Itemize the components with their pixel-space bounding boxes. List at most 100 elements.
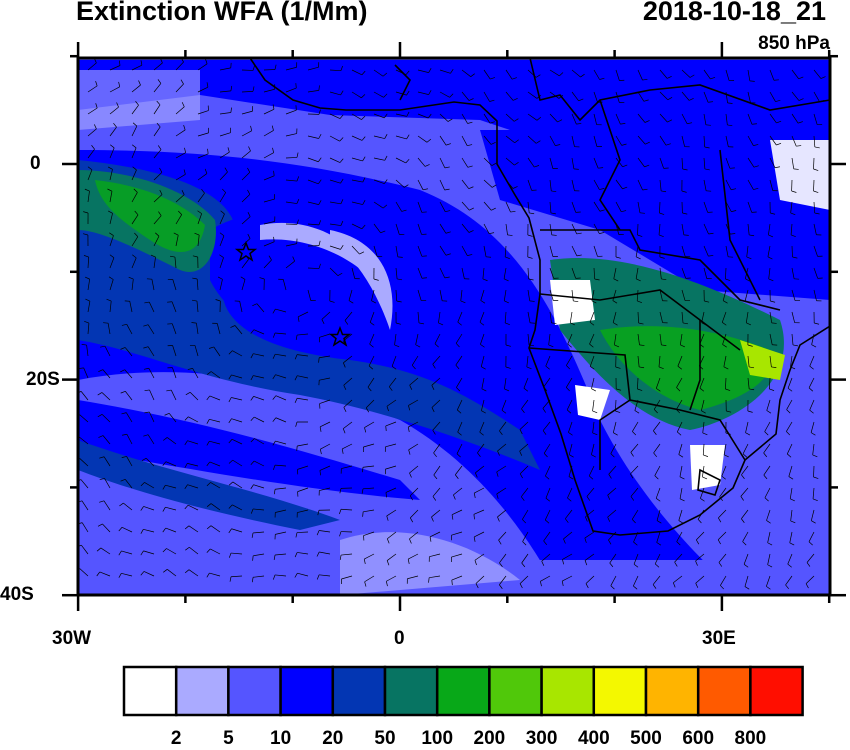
wind-barb <box>659 267 662 279</box>
wind-barb <box>166 437 177 445</box>
wind-barb <box>741 509 749 519</box>
wind-barb <box>571 267 577 279</box>
wind-barb <box>351 69 363 76</box>
wind-barb-flag <box>434 343 439 348</box>
wind-barb-flag <box>555 144 561 146</box>
wind-barb <box>341 575 353 580</box>
wind-barb-flag <box>489 121 495 124</box>
wind-barb <box>527 91 538 99</box>
wind-barb-flag <box>786 409 791 414</box>
wind-barb <box>109 169 113 181</box>
wind-barb <box>593 113 597 125</box>
colorbar-label: 400 <box>577 728 610 749</box>
wind-barb-flag <box>708 232 714 235</box>
wind-barb-flag <box>135 101 139 106</box>
wind-barb <box>241 259 249 269</box>
wind-barb <box>543 443 551 454</box>
wind-barb-flag <box>409 385 413 390</box>
wind-barb-flag <box>541 561 545 566</box>
wind-barb-flag <box>460 300 466 304</box>
wind-barb-flag <box>251 577 254 583</box>
wind-barb-flag <box>639 344 645 346</box>
colorbar-swatch <box>696 665 752 717</box>
wind-barb <box>188 525 199 533</box>
wind-barb <box>747 135 754 146</box>
wind-barb-flag <box>680 344 685 348</box>
wind-barb-flag <box>656 520 662 524</box>
wind-barb-flag <box>620 123 626 125</box>
wind-barb <box>659 289 663 301</box>
wind-barb <box>395 289 398 301</box>
wind-barb <box>231 575 243 578</box>
wind-barb-flag <box>766 520 771 524</box>
wind-barb-flag <box>776 142 782 146</box>
wind-barb <box>125 391 133 401</box>
wind-barb <box>519 465 529 474</box>
wind-barb <box>505 91 514 101</box>
wind-barb <box>584 531 595 539</box>
wind-barb <box>480 333 485 345</box>
wind-barb-flag <box>573 168 579 170</box>
wind-barb-flag <box>724 454 729 458</box>
wind-barb-flag <box>446 143 451 146</box>
x-tick-label: 30E <box>702 628 736 649</box>
wind-barb-flag <box>591 454 596 458</box>
wind-barb-flag <box>228 418 232 424</box>
wind-barb-flag <box>489 99 495 102</box>
wind-barb-flag <box>157 145 162 150</box>
wind-barb <box>527 289 531 301</box>
wind-barb <box>187 484 199 489</box>
wind-barb <box>167 569 177 577</box>
wind-barb <box>461 113 468 124</box>
wind-barb-flag <box>206 525 212 530</box>
wind-barb <box>681 289 686 301</box>
wind-barb <box>285 87 297 93</box>
colorbar-swatch <box>279 665 335 717</box>
wind-barb-flag <box>220 210 225 215</box>
wind-barb <box>170 389 177 401</box>
wind-barb <box>659 333 662 345</box>
wind-barb <box>747 377 750 389</box>
wind-barb-flag <box>788 476 794 480</box>
wind-barb-flag <box>391 366 397 370</box>
wind-barb <box>285 201 297 204</box>
wind-barb <box>593 91 598 103</box>
wind-barb <box>373 245 378 257</box>
wind-barb <box>659 179 662 191</box>
wind-barb <box>549 267 554 279</box>
wind-barb-flag <box>677 431 682 436</box>
wind-barb-flag <box>521 408 525 413</box>
wind-barb <box>86 345 89 357</box>
wind-barb <box>241 172 251 181</box>
wind-barb-flag <box>697 519 702 524</box>
wind-barb-flag <box>677 365 683 370</box>
wind-barb-flag <box>767 542 773 546</box>
wind-barb <box>351 157 363 162</box>
wind-barb-flag <box>634 410 640 414</box>
wind-barb <box>165 527 177 533</box>
wind-barb-flag <box>812 498 818 502</box>
wind-barb-flag <box>140 529 144 534</box>
wind-barb <box>763 465 771 476</box>
wind-barb-flag <box>183 169 186 175</box>
wind-barb-flag <box>550 212 556 215</box>
wind-barb <box>149 389 155 401</box>
wind-barb <box>460 289 463 301</box>
wind-barb-flag <box>613 278 619 282</box>
wind-barb-flag <box>808 541 813 546</box>
wind-barb <box>813 245 818 257</box>
wind-barb <box>745 421 749 433</box>
wind-barb <box>81 500 89 511</box>
wind-barb <box>635 245 639 257</box>
wind-barb-flag <box>192 255 198 258</box>
wind-barb <box>747 355 750 367</box>
wind-barb-flag <box>428 90 432 95</box>
wind-barb <box>654 553 661 565</box>
wind-barb <box>219 67 231 71</box>
wind-barb-flag <box>227 147 230 153</box>
wind-barb-flag <box>667 119 673 123</box>
wind-barb-flag <box>743 564 749 568</box>
wind-barb-flag <box>491 184 497 188</box>
wind-barb <box>351 113 362 120</box>
wind-barb <box>143 528 155 533</box>
